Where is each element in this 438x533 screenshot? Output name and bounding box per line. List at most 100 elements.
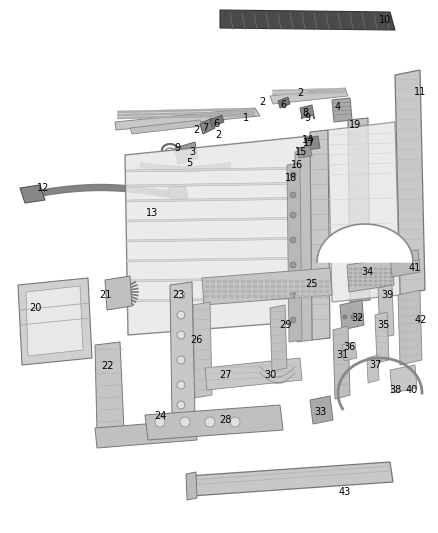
Polygon shape xyxy=(265,285,269,288)
Circle shape xyxy=(177,331,185,339)
Polygon shape xyxy=(319,285,323,288)
Polygon shape xyxy=(347,258,394,292)
Polygon shape xyxy=(126,167,320,172)
Polygon shape xyxy=(277,285,281,288)
Polygon shape xyxy=(295,280,299,283)
Polygon shape xyxy=(369,276,372,278)
Text: 33: 33 xyxy=(314,407,326,417)
Text: 3: 3 xyxy=(189,147,195,157)
Polygon shape xyxy=(126,182,320,187)
Polygon shape xyxy=(359,276,362,278)
Polygon shape xyxy=(235,290,239,293)
Polygon shape xyxy=(389,284,392,286)
Polygon shape xyxy=(265,295,269,298)
Polygon shape xyxy=(265,290,269,293)
Polygon shape xyxy=(389,272,392,274)
Polygon shape xyxy=(349,268,352,270)
Polygon shape xyxy=(340,300,364,330)
Polygon shape xyxy=(271,290,275,293)
Polygon shape xyxy=(229,285,233,288)
Text: 40: 40 xyxy=(406,385,418,395)
Polygon shape xyxy=(259,285,263,288)
Polygon shape xyxy=(301,290,305,293)
Polygon shape xyxy=(379,276,382,278)
Polygon shape xyxy=(328,122,400,302)
Polygon shape xyxy=(289,285,293,288)
Polygon shape xyxy=(126,277,320,282)
Text: 21: 21 xyxy=(99,290,111,300)
Polygon shape xyxy=(342,342,357,361)
Polygon shape xyxy=(289,290,293,293)
Polygon shape xyxy=(259,280,263,283)
Polygon shape xyxy=(389,268,392,270)
Text: 5: 5 xyxy=(186,158,192,168)
Polygon shape xyxy=(364,276,367,278)
Polygon shape xyxy=(307,290,311,293)
Text: 2: 2 xyxy=(259,97,265,107)
Polygon shape xyxy=(229,290,233,293)
Polygon shape xyxy=(126,217,320,222)
Polygon shape xyxy=(300,105,314,118)
Circle shape xyxy=(177,356,185,364)
Text: 32: 32 xyxy=(351,313,363,323)
Text: 2: 2 xyxy=(215,130,221,140)
Polygon shape xyxy=(229,280,233,283)
Polygon shape xyxy=(271,280,275,283)
Polygon shape xyxy=(217,295,221,298)
Polygon shape xyxy=(374,284,377,286)
Polygon shape xyxy=(247,295,251,298)
Polygon shape xyxy=(283,295,287,298)
Polygon shape xyxy=(307,295,311,298)
Polygon shape xyxy=(20,185,45,203)
Polygon shape xyxy=(369,284,372,286)
Polygon shape xyxy=(379,272,382,274)
Polygon shape xyxy=(272,88,345,92)
Text: 8: 8 xyxy=(302,108,308,118)
Polygon shape xyxy=(301,280,305,283)
Polygon shape xyxy=(297,146,312,158)
Polygon shape xyxy=(223,285,227,288)
Polygon shape xyxy=(379,284,382,286)
Polygon shape xyxy=(126,297,320,302)
Polygon shape xyxy=(364,284,367,286)
Text: 6: 6 xyxy=(213,119,219,129)
Polygon shape xyxy=(364,268,367,270)
Polygon shape xyxy=(205,290,209,293)
Text: 2: 2 xyxy=(193,125,199,135)
Polygon shape xyxy=(200,118,215,134)
Polygon shape xyxy=(359,284,362,286)
Polygon shape xyxy=(384,272,387,274)
Circle shape xyxy=(205,417,215,427)
Polygon shape xyxy=(367,355,379,383)
Polygon shape xyxy=(310,396,333,424)
Polygon shape xyxy=(26,286,83,356)
Polygon shape xyxy=(229,295,233,298)
Polygon shape xyxy=(253,285,257,288)
Polygon shape xyxy=(265,280,269,283)
Polygon shape xyxy=(313,290,317,293)
Text: 19: 19 xyxy=(349,120,361,130)
Text: 26: 26 xyxy=(190,335,202,345)
Polygon shape xyxy=(374,272,377,274)
Polygon shape xyxy=(270,305,287,371)
Polygon shape xyxy=(130,120,202,134)
Polygon shape xyxy=(349,276,352,278)
Polygon shape xyxy=(384,276,387,278)
Text: 42: 42 xyxy=(415,315,427,325)
Text: 9: 9 xyxy=(174,143,180,153)
Circle shape xyxy=(177,311,185,319)
Text: 14: 14 xyxy=(302,135,314,145)
Polygon shape xyxy=(389,280,392,282)
Circle shape xyxy=(290,212,296,218)
Polygon shape xyxy=(188,462,393,496)
Polygon shape xyxy=(384,268,387,270)
Polygon shape xyxy=(289,280,293,283)
Polygon shape xyxy=(384,284,387,286)
Polygon shape xyxy=(295,295,299,298)
Polygon shape xyxy=(332,98,352,122)
Polygon shape xyxy=(379,280,382,282)
Polygon shape xyxy=(384,280,387,282)
Polygon shape xyxy=(186,472,197,500)
Circle shape xyxy=(290,172,296,178)
Text: 39: 39 xyxy=(381,290,393,300)
